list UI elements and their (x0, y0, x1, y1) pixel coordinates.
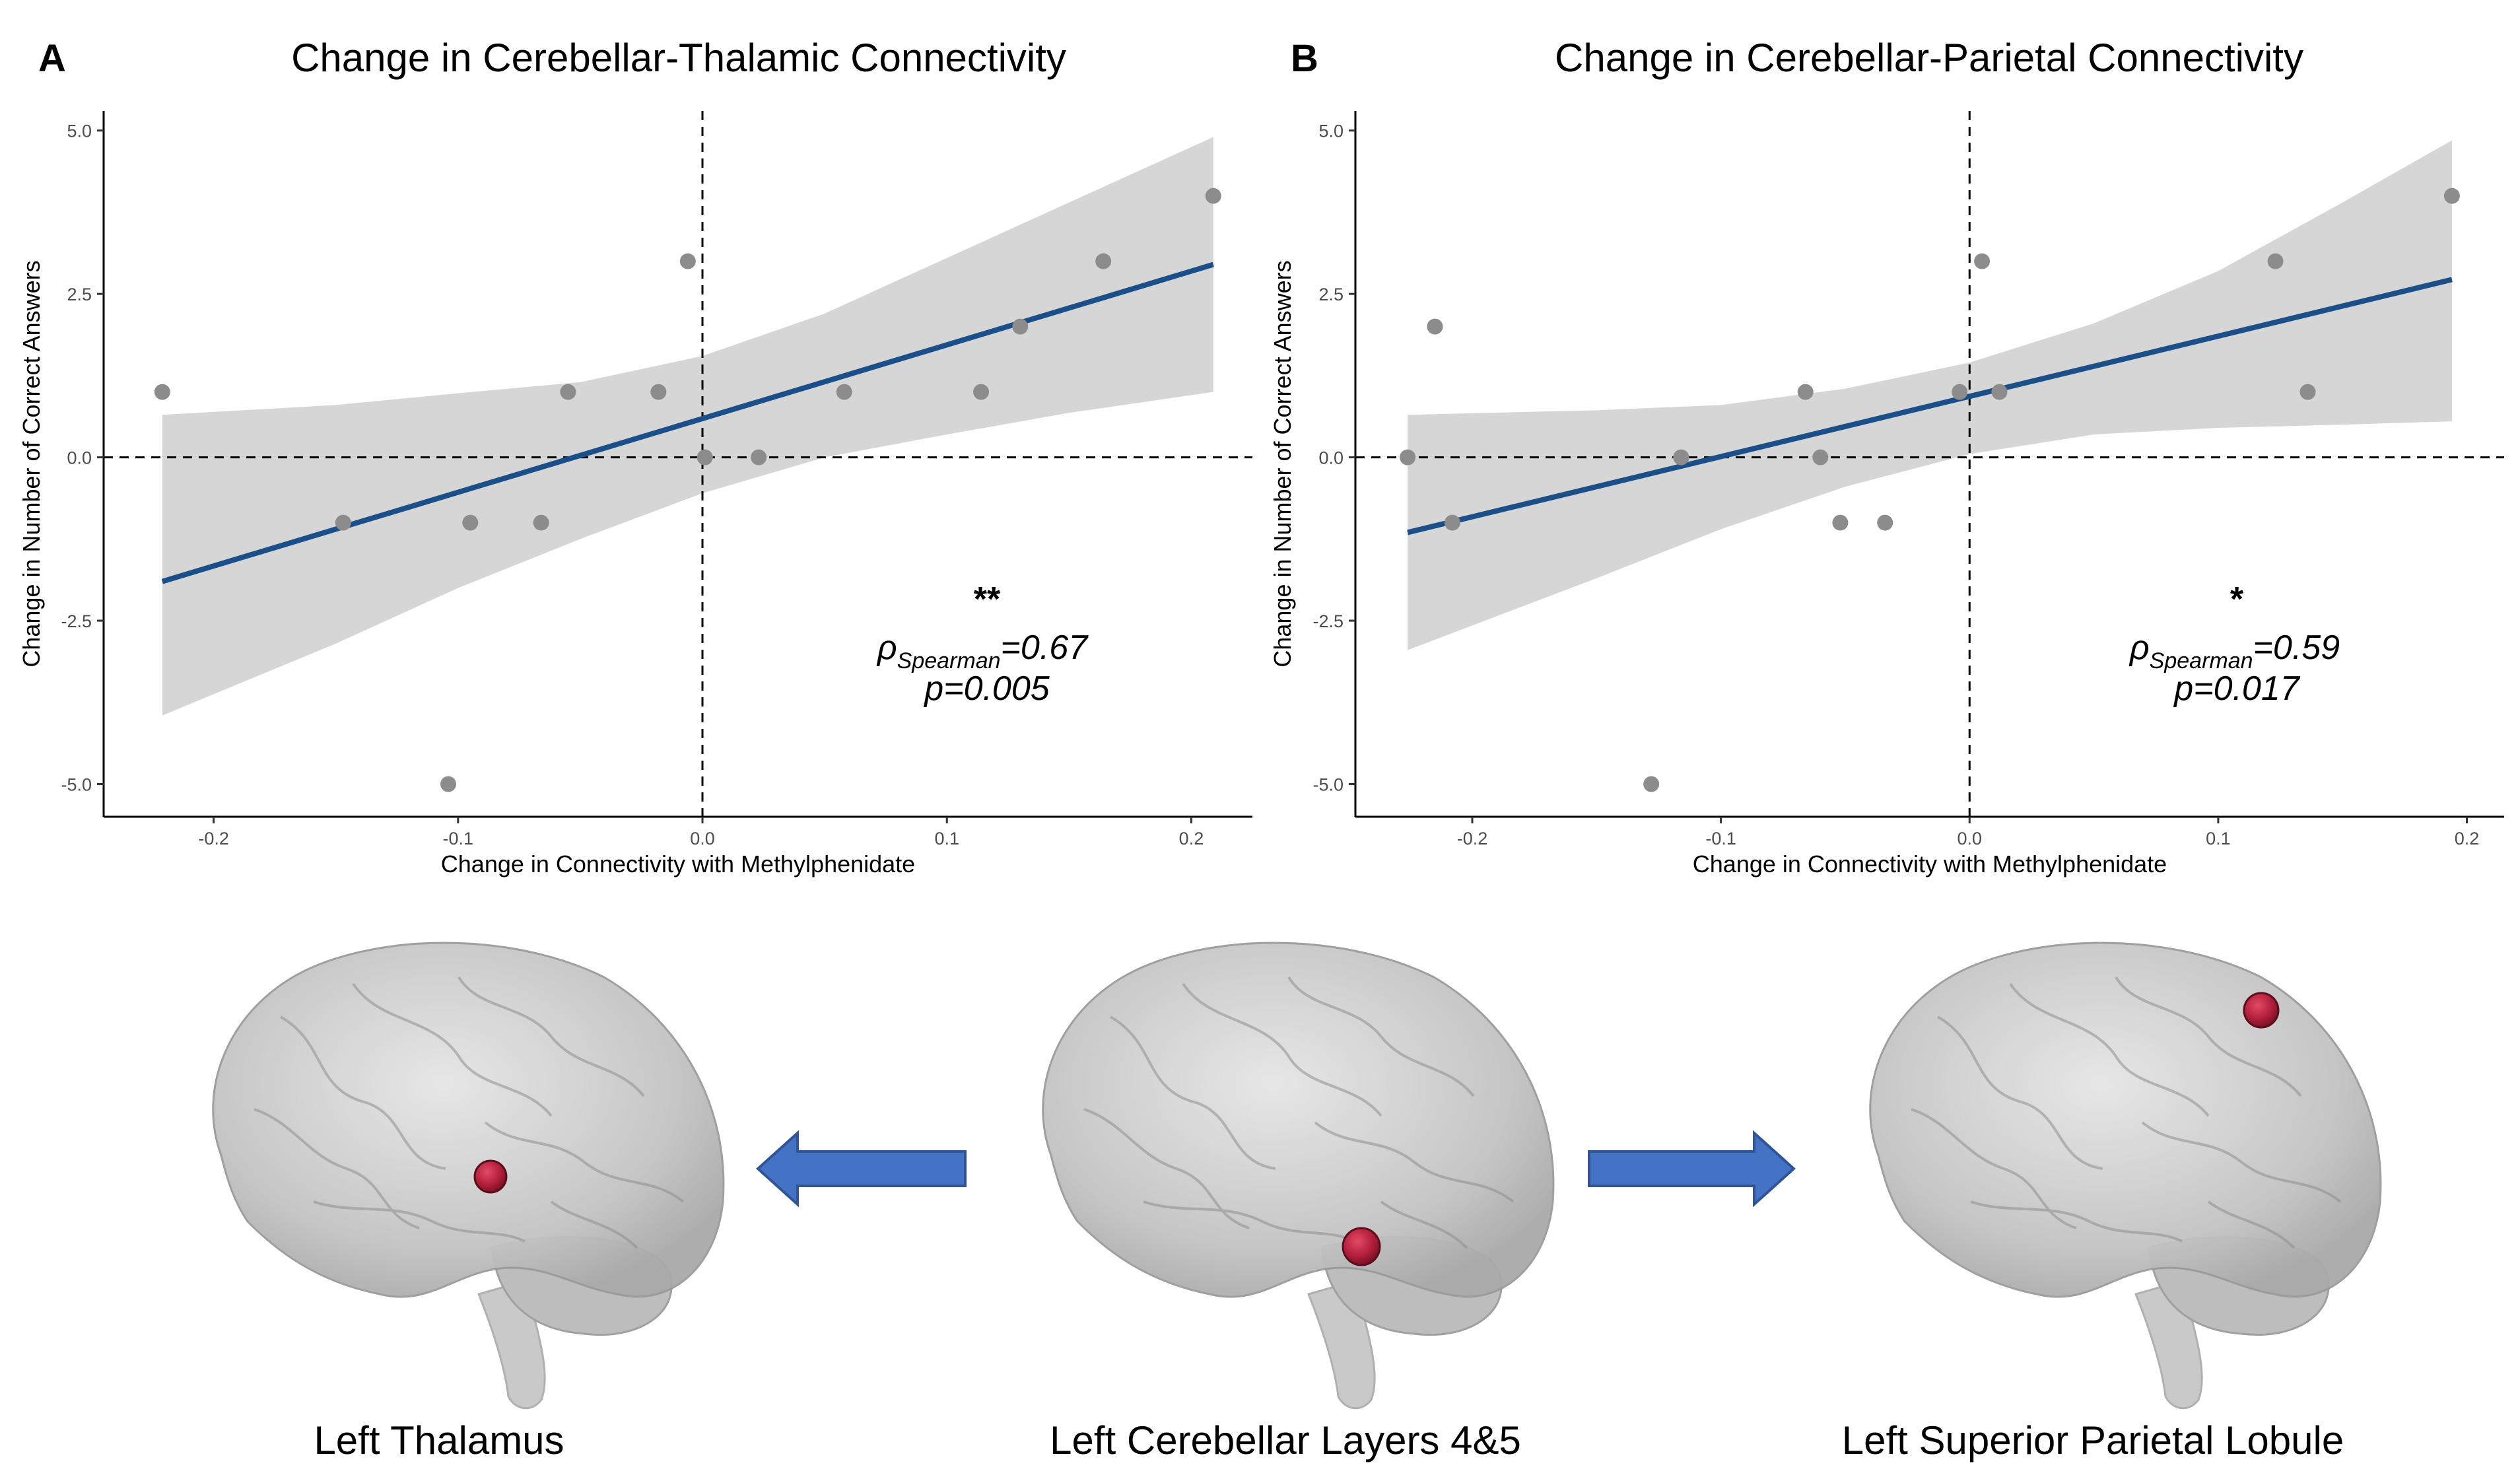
chart-title-a: Change in Cerebellar-Thalamic Connectivi… (291, 36, 1066, 80)
spearman-rho-a: ρSpearman=0.67 (876, 629, 1089, 673)
data-point (1812, 449, 1829, 465)
brain-hemisphere (1869, 942, 2382, 1298)
data-point (650, 384, 667, 400)
data-point (1991, 384, 2008, 400)
x-axis-label: Change in Connectivity with Methylphenid… (1693, 850, 2167, 878)
x-tick-label: -0.2 (198, 829, 229, 848)
data-point (1427, 318, 1443, 335)
p-value-b: p=0.017 (2173, 670, 2300, 708)
significance-marker-a: ** (974, 580, 1001, 619)
brain-hemisphere (212, 942, 725, 1298)
data-point (1012, 318, 1029, 335)
panel-a: A Change in Cerebellar-Thalamic Connecti… (18, 36, 1252, 878)
y-tick-label: 5.0 (1318, 121, 1344, 141)
confidence-band (1408, 140, 2452, 650)
y-tick-label: 5.0 (67, 121, 92, 141)
roi-marker (473, 1159, 508, 1194)
data-point (462, 514, 479, 531)
y-tick-label: 0.0 (1318, 448, 1344, 468)
significance-marker-b: * (2230, 580, 2244, 619)
data-point (679, 253, 696, 269)
data-point (1832, 514, 1849, 531)
x-tick-label: -0.2 (1457, 829, 1488, 848)
data-point (973, 384, 990, 400)
brain-center: Left Cerebellar Layers 4&5 (1042, 942, 1555, 1463)
data-point (1797, 384, 1814, 400)
data-point (1095, 253, 1112, 269)
roi-marker (2243, 992, 2280, 1029)
data-point (1444, 514, 1460, 531)
panel-b: B Change in Cerebellar-Parietal Connecti… (1269, 36, 2504, 878)
rho-symbol-b: ρ (2128, 629, 2150, 667)
spearman-rho-b: ρSpearman=0.59 (2128, 629, 2340, 673)
x-tick-label: 0.0 (1957, 829, 1982, 848)
brain-sulci (1911, 976, 2342, 1249)
rho-value-b: =0.59 (2253, 629, 2340, 667)
x-tick-label: 0.2 (2455, 829, 2480, 848)
data-point (533, 514, 549, 531)
data-point (751, 449, 767, 465)
data-point (1400, 449, 1416, 465)
rho-symbol-a: ρ (876, 629, 897, 667)
data-point (836, 384, 852, 400)
panel-label-a: A (38, 37, 66, 80)
plot-area-a: 5.0 2.5 0.0 -2.5 -5.0 -0.2 -0.1 0.0 0.1 0.2 Change… (18, 111, 1252, 878)
data-point (1643, 776, 1660, 792)
brain-sulci (254, 976, 685, 1249)
data-point (2267, 253, 2284, 269)
brain-sulci (1083, 976, 1515, 1249)
data-point (154, 384, 170, 400)
x-tick-label: 0.0 (690, 829, 715, 848)
region-label-left-thalamus: Left Thalamus (314, 1418, 564, 1463)
y-axis-label: Change in Number of Correct Answers (1269, 260, 1296, 667)
arrow-left-icon (756, 1130, 967, 1208)
data-point (440, 776, 456, 792)
brain-left: Left Thalamus (212, 942, 725, 1463)
chart-title-b: Change in Cerebellar-Parietal Connectivi… (1555, 36, 2303, 80)
panel-label-b: B (1291, 37, 1318, 80)
data-point (1673, 449, 1689, 465)
data-point (1877, 514, 1893, 531)
data-point (1205, 188, 1221, 204)
arrow-right-icon (1588, 1130, 1796, 1208)
y-axis-label: Change in Number of Correct Answers (18, 260, 45, 667)
y-tick-label: 2.5 (1318, 285, 1344, 304)
x-tick-label: -0.1 (443, 829, 474, 848)
y-tick-label: -2.5 (1312, 611, 1344, 631)
rho-value-a: =0.67 (1001, 629, 1089, 667)
regression-line (1407, 277, 2453, 535)
data-point (560, 384, 576, 400)
data-point (697, 449, 713, 465)
roi-marker (1342, 1227, 1381, 1266)
region-label-cerebellar-layers: Left Cerebellar Layers 4&5 (1050, 1418, 1521, 1463)
data-point (2299, 384, 2316, 400)
x-axis-label: Change in Connectivity with Methylphenid… (441, 850, 915, 878)
y-tick-label: -5.0 (1312, 775, 1344, 795)
y-tick-label: 0.0 (67, 448, 92, 468)
x-tick-label: 0.1 (2206, 829, 2231, 848)
confidence-band (162, 137, 1213, 716)
x-tick-label: -0.1 (1705, 829, 1736, 848)
rho-subscript-a: Spearman (897, 648, 1001, 673)
regression-line (161, 261, 1214, 584)
p-value-a: p=0.005 (923, 670, 1050, 708)
data-point (2443, 188, 2460, 204)
y-tick-label: 2.5 (67, 285, 92, 304)
data-point (335, 514, 351, 531)
rho-subscript-b: Spearman (2150, 648, 2253, 673)
brain-right: Left Superior Parietal Lobule (1842, 942, 2382, 1463)
y-tick-label: -5.0 (61, 775, 92, 795)
data-point (1952, 384, 1968, 400)
plot-area-b: 5.0 2.5 0.0 -2.5 -5.0 -0.2 -0.1 0.0 0.1 0.2 Change… (1269, 111, 2504, 878)
region-label-superior-parietal: Left Superior Parietal Lobule (1842, 1418, 2344, 1463)
brain-hemisphere (1042, 942, 1555, 1298)
x-tick-label: 0.2 (1179, 829, 1204, 848)
x-tick-label: 0.1 (934, 829, 959, 848)
data-point (1974, 253, 1991, 269)
y-tick-label: -2.5 (61, 611, 92, 631)
